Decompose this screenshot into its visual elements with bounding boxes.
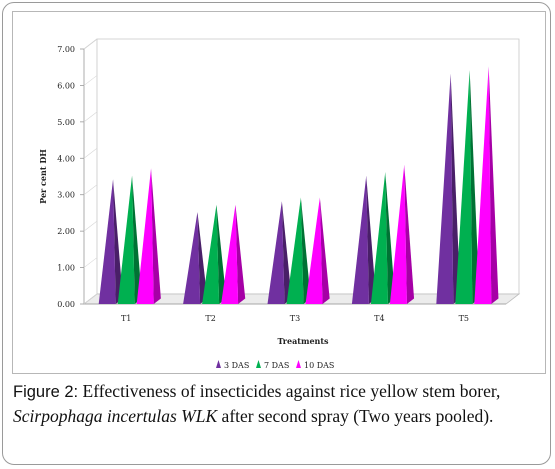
bar-front-face [474,66,492,304]
bar-side-face [281,201,292,304]
figure-label: Figure 2: [13,383,79,401]
x-tick-label: T3 [290,314,300,323]
bar-T4-7-DAS [370,172,396,304]
bar-front-face [98,179,116,304]
legend-swatch [216,360,221,368]
bar-front-face [221,204,239,304]
bar-side-face [488,66,499,304]
figure-frame: 0.00 1.00 2.00 3.00 4.00 5.00 6.00 7.00 Per cent… [2,2,551,465]
y-tick-label: 5.00 [57,118,75,127]
y-tick-label: 4.00 [57,154,75,163]
x-tick-label: T1 [121,314,131,323]
caption-species: Scirpophaga incertulas WLK [13,406,218,426]
bar-T2-7-DAS [202,204,227,304]
y-tick-label: 3.00 [57,191,75,200]
bar-front-face [455,70,473,304]
y-tick-depth [83,220,98,232]
y-tick-label: 1.00 [57,264,75,273]
bar-front-face [305,197,323,304]
bar-front-face [389,164,407,304]
x-tick-label: T5 [459,314,469,323]
y-axis-title: Per cent DH [38,149,48,204]
bar-T4-10-DAS [389,164,415,304]
bar-front-face [202,204,220,304]
y-tick-depth [83,38,98,50]
bar-chart: 0.00 1.00 2.00 3.00 4.00 5.00 6.00 7.00 Per cent… [38,38,521,370]
bar-side-face [151,168,161,304]
x-tick-label: T4 [374,314,384,323]
bar-T1-10-DAS [136,168,161,304]
x-tick-label: T2 [205,314,215,323]
bar-T1-3-DAS [98,179,123,304]
figure-caption: Figure 2: Effectiveness of insecticides … [13,379,553,428]
y-tick-depth [83,75,98,86]
bar-side-face [404,164,415,304]
caption-text-2: after second spray (Two years pooled). [217,406,494,426]
bar-side-face [469,70,480,304]
bar-side-face [216,204,227,304]
bar-front-face [117,175,135,304]
bar-side-face [113,179,123,304]
bar-T5-3-DAS [436,73,461,304]
y-tick-label: 6.00 [57,81,75,90]
y-tick-depth [83,148,98,159]
bar-front-face [436,73,454,304]
legend-label: 10 DAS [304,361,334,370]
bar-front-face [267,201,285,304]
y-tick-label: 7.00 [57,45,75,54]
bar-T3-7-DAS [286,197,311,304]
bar-side-face [132,175,142,304]
y-tick-depth [83,293,98,305]
y-tick-depth [83,257,98,268]
bar-T5-10-DAS [474,66,499,304]
bar-front-face [370,172,388,304]
bar-T5-7-DAS [455,70,480,304]
x-axis-title: Treatments [277,336,329,346]
caption-text-1: Effectiveness of insecticides against ri… [78,381,501,401]
bar-front-face [136,168,154,304]
bar-side-face [235,204,246,304]
y-tick-label: 2.00 [57,227,75,236]
y-tick-depth [83,111,98,123]
bar-side-face [385,172,396,304]
bar-T3-10-DAS [305,197,330,304]
bar-side-face [300,197,311,304]
bar-T2-3-DAS [183,212,208,304]
y-tick-label: 0.00 [57,300,75,309]
chart-area: 0.00 1.00 2.00 3.00 4.00 5.00 6.00 7.00 Per cent… [12,11,546,374]
bar-front-face [183,212,201,304]
bar-T3-3-DAS [267,201,292,304]
legend-label: 3 DAS [224,361,249,370]
bar-side-face [366,175,377,304]
bar-front-face [286,197,304,304]
legend-label: 7 DAS [264,361,289,370]
side-wall [83,38,98,305]
bar-side-face [450,73,461,304]
legend-swatch [296,360,301,368]
bar-front-face [351,175,369,304]
bar-side-face [319,197,330,304]
bar-T2-10-DAS [221,204,246,304]
bar-T1-7-DAS [117,175,142,304]
legend-swatch [256,360,261,368]
bar-T4-3-DAS [351,175,377,304]
y-tick-depth [83,184,98,195]
bar-side-face [197,212,208,304]
